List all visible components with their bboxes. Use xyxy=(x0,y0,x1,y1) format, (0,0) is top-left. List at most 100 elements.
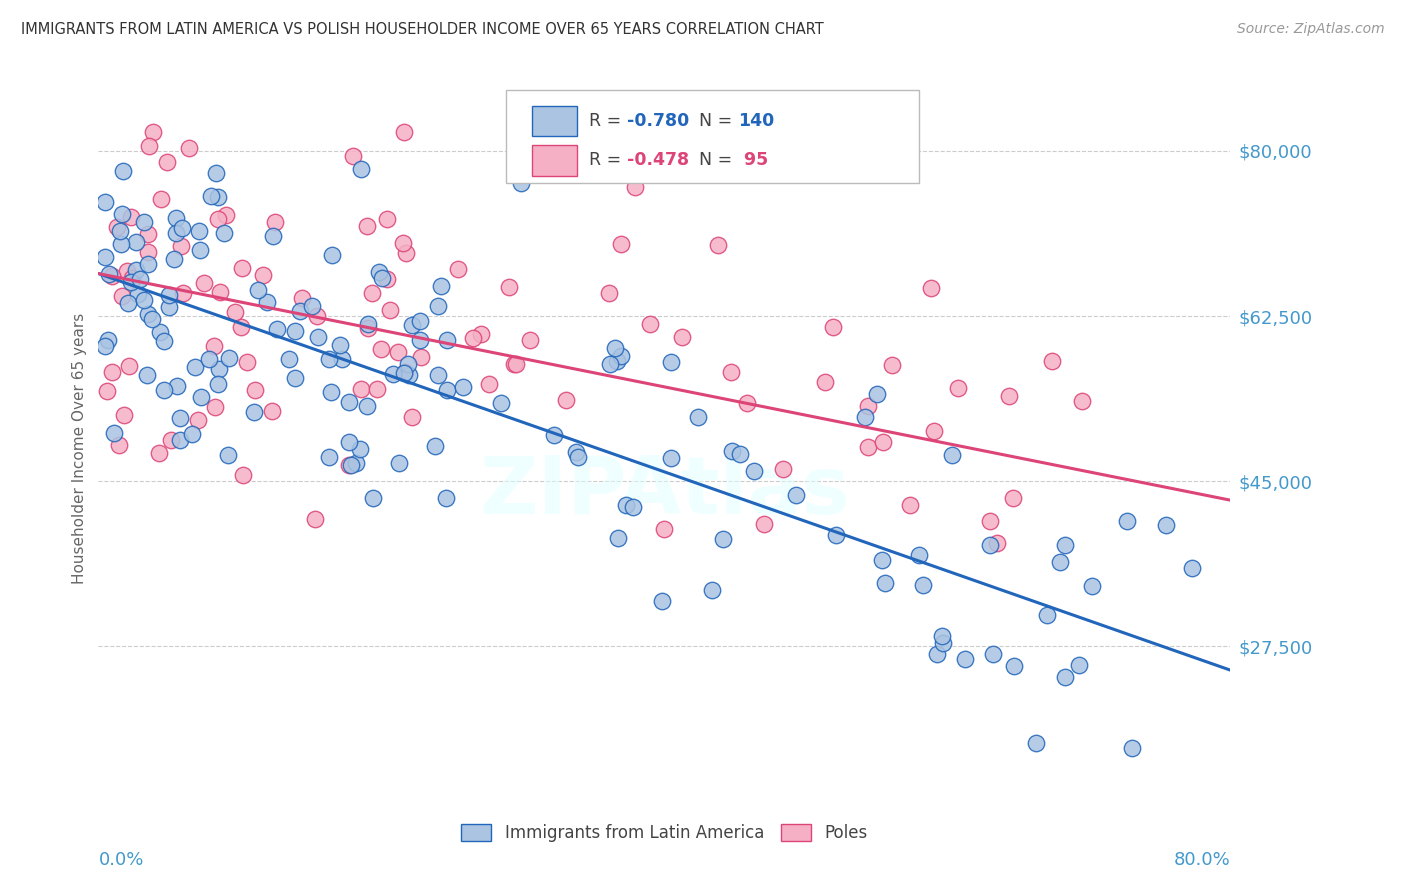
Legend: Immigrants from Latin America, Poles: Immigrants from Latin America, Poles xyxy=(453,816,876,851)
Point xyxy=(184,359,207,374)
Point xyxy=(866,387,889,401)
Point xyxy=(157,288,180,302)
Point xyxy=(1156,517,1178,532)
Point xyxy=(118,359,141,373)
Point xyxy=(908,548,931,562)
Point xyxy=(100,268,122,283)
Point xyxy=(986,536,1008,550)
Point xyxy=(873,576,896,591)
Point xyxy=(856,440,879,454)
Point xyxy=(165,226,187,240)
Point xyxy=(392,236,415,251)
Point xyxy=(214,226,236,240)
Point xyxy=(110,224,132,238)
Point xyxy=(821,320,844,334)
Text: -0.780: -0.780 xyxy=(627,112,689,130)
Point xyxy=(112,408,135,422)
Point xyxy=(110,236,132,251)
Point xyxy=(447,261,470,276)
Point xyxy=(565,445,588,459)
Point xyxy=(157,300,180,314)
Point xyxy=(152,334,174,348)
Point xyxy=(813,375,835,389)
Point xyxy=(659,451,682,466)
Point xyxy=(387,344,409,359)
Point xyxy=(368,265,391,279)
Point xyxy=(350,162,373,177)
Point xyxy=(318,450,340,464)
Point xyxy=(478,376,501,391)
Point xyxy=(1002,491,1025,505)
Point xyxy=(188,224,211,238)
Point xyxy=(180,426,202,441)
Point xyxy=(370,342,392,356)
Point xyxy=(187,413,209,427)
Text: R =: R = xyxy=(589,152,626,169)
Point xyxy=(318,351,340,366)
Point xyxy=(127,286,149,301)
Point xyxy=(356,219,378,233)
Point xyxy=(142,125,165,139)
Point xyxy=(924,424,946,438)
Point xyxy=(1040,354,1063,368)
Point xyxy=(357,317,380,331)
Point xyxy=(395,246,418,260)
Point xyxy=(912,578,935,592)
Point xyxy=(97,267,120,281)
Point xyxy=(401,318,423,332)
Point xyxy=(107,219,129,234)
Point xyxy=(349,442,371,457)
Text: N =: N = xyxy=(699,112,738,130)
Point xyxy=(609,237,631,252)
Point xyxy=(998,389,1021,403)
Point xyxy=(330,351,353,366)
Point xyxy=(1081,579,1104,593)
Point xyxy=(505,357,527,371)
Point xyxy=(599,357,621,371)
Point xyxy=(148,446,170,460)
Point xyxy=(166,379,188,393)
Point xyxy=(470,326,492,341)
Point xyxy=(163,252,186,266)
Point xyxy=(291,292,314,306)
Point xyxy=(246,283,269,297)
Point xyxy=(141,311,163,326)
Point xyxy=(256,295,278,310)
Point xyxy=(150,192,173,206)
Point xyxy=(610,349,633,363)
Point xyxy=(898,498,921,512)
Point xyxy=(136,368,159,382)
Point xyxy=(598,285,620,300)
Point xyxy=(979,538,1001,552)
Point xyxy=(288,304,311,318)
Point xyxy=(378,303,401,318)
Point xyxy=(350,382,373,396)
Point xyxy=(409,350,432,364)
Point xyxy=(305,310,328,324)
Point xyxy=(1054,670,1077,684)
Point xyxy=(853,409,876,424)
Text: N =: N = xyxy=(699,152,738,169)
Point xyxy=(357,321,380,335)
Point xyxy=(242,405,264,419)
Point xyxy=(702,583,724,598)
Point xyxy=(661,355,683,369)
Point xyxy=(304,512,326,526)
Point xyxy=(543,427,565,442)
Point xyxy=(785,488,807,502)
Point xyxy=(427,300,450,314)
Text: IMMIGRANTS FROM LATIN AMERICA VS POLISH HOUSEHOLDER INCOME OVER 65 YEARS CORRELA: IMMIGRANTS FROM LATIN AMERICA VS POLISH … xyxy=(21,22,824,37)
Point xyxy=(392,366,415,380)
Point xyxy=(872,435,894,450)
Point xyxy=(772,462,794,476)
Point xyxy=(361,491,384,506)
Point xyxy=(1071,394,1094,409)
Point xyxy=(160,433,183,447)
Point xyxy=(720,365,742,379)
Point xyxy=(375,272,398,286)
Point xyxy=(125,235,148,249)
Point xyxy=(117,296,139,310)
Point xyxy=(169,433,191,447)
Point xyxy=(136,227,159,242)
Point xyxy=(231,320,253,334)
